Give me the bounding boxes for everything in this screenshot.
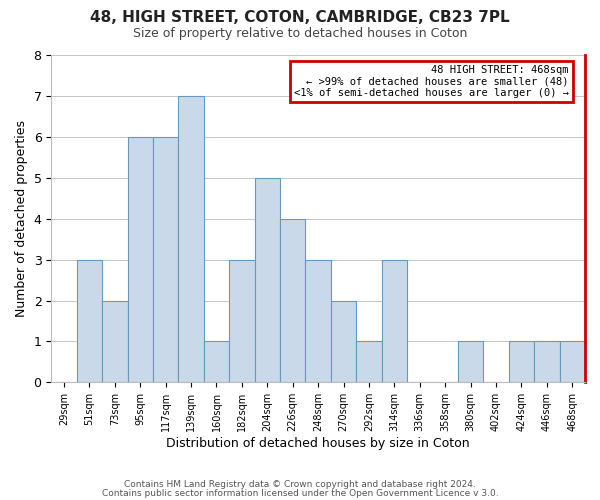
Bar xyxy=(280,218,305,382)
Bar xyxy=(178,96,204,382)
Bar xyxy=(382,260,407,382)
Bar xyxy=(458,342,484,382)
Bar xyxy=(77,260,102,382)
Bar xyxy=(534,342,560,382)
Bar xyxy=(229,260,254,382)
Bar xyxy=(560,342,585,382)
Text: 48 HIGH STREET: 468sqm
← >99% of detached houses are smaller (48)
<1% of semi-de: 48 HIGH STREET: 468sqm ← >99% of detache… xyxy=(294,65,569,98)
Bar xyxy=(102,300,128,382)
Bar xyxy=(204,342,229,382)
Bar xyxy=(305,260,331,382)
Bar xyxy=(128,137,153,382)
Text: Contains public sector information licensed under the Open Government Licence v : Contains public sector information licen… xyxy=(101,488,499,498)
Bar xyxy=(331,300,356,382)
Bar xyxy=(509,342,534,382)
X-axis label: Distribution of detached houses by size in Coton: Distribution of detached houses by size … xyxy=(166,437,470,450)
Text: Contains HM Land Registry data © Crown copyright and database right 2024.: Contains HM Land Registry data © Crown c… xyxy=(124,480,476,489)
Bar xyxy=(254,178,280,382)
Text: Size of property relative to detached houses in Coton: Size of property relative to detached ho… xyxy=(133,28,467,40)
Y-axis label: Number of detached properties: Number of detached properties xyxy=(15,120,28,317)
Bar xyxy=(356,342,382,382)
Bar xyxy=(153,137,178,382)
Text: 48, HIGH STREET, COTON, CAMBRIDGE, CB23 7PL: 48, HIGH STREET, COTON, CAMBRIDGE, CB23 … xyxy=(90,10,510,25)
